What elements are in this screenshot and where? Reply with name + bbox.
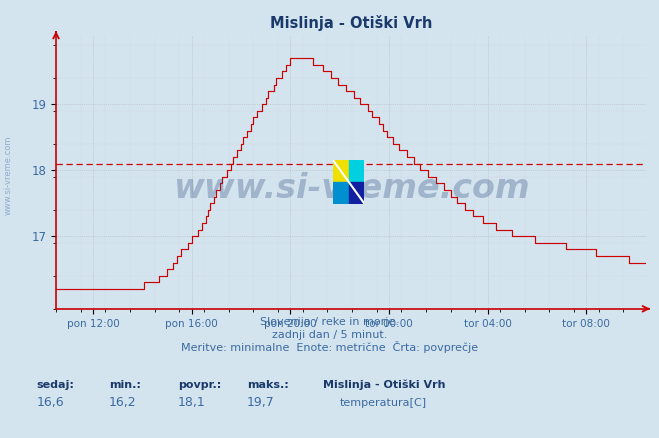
- Text: www.si-vreme.com: www.si-vreme.com: [3, 135, 13, 215]
- Text: sedaj:: sedaj:: [36, 380, 74, 390]
- Text: zadnji dan / 5 minut.: zadnji dan / 5 minut.: [272, 330, 387, 340]
- Text: 19,7: 19,7: [247, 396, 275, 410]
- Text: maks.:: maks.:: [247, 380, 289, 390]
- Text: Slovenija / reke in morje.: Slovenija / reke in morje.: [260, 317, 399, 327]
- Text: min.:: min.:: [109, 380, 140, 390]
- Bar: [333, 160, 349, 182]
- Text: Meritve: minimalne  Enote: metrične  Črta: povprečje: Meritve: minimalne Enote: metrične Črta:…: [181, 341, 478, 353]
- Text: www.si-vreme.com: www.si-vreme.com: [173, 172, 529, 205]
- Text: 18,1: 18,1: [178, 396, 206, 410]
- Title: Mislinja - Otiški Vrh: Mislinja - Otiški Vrh: [270, 15, 432, 31]
- Bar: [333, 182, 349, 204]
- Text: temperatura[C]: temperatura[C]: [339, 399, 426, 409]
- Text: 16,2: 16,2: [109, 396, 136, 410]
- Text: 16,6: 16,6: [36, 396, 64, 410]
- Bar: [349, 182, 364, 204]
- Bar: [349, 160, 364, 182]
- Text: Mislinja - Otiški Vrh: Mislinja - Otiški Vrh: [323, 379, 445, 390]
- Text: povpr.:: povpr.:: [178, 380, 221, 390]
